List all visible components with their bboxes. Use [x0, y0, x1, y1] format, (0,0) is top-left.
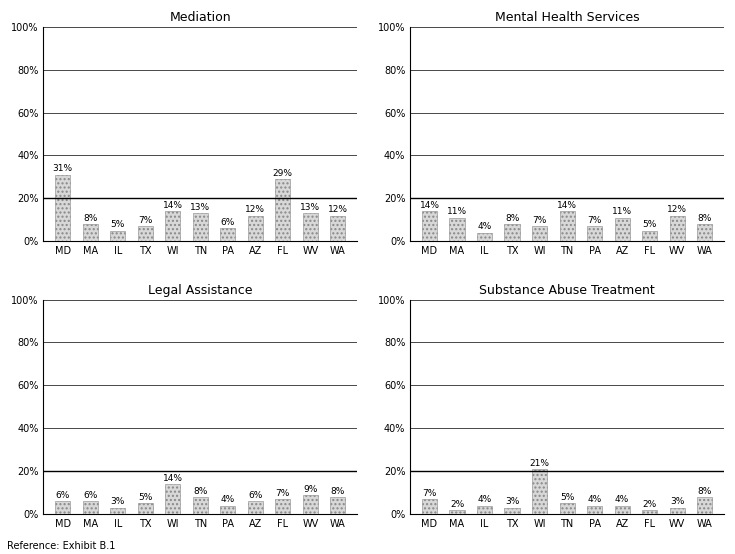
Title: Legal Assistance: Legal Assistance — [148, 284, 253, 297]
Bar — [82, 501, 98, 514]
Text: 4%: 4% — [220, 495, 235, 504]
Text: 8%: 8% — [331, 487, 345, 496]
Bar — [587, 506, 602, 514]
Bar — [504, 224, 520, 242]
Bar — [330, 497, 345, 514]
Text: 7%: 7% — [276, 489, 290, 498]
Bar — [275, 179, 290, 242]
Bar — [220, 228, 235, 242]
Text: 11%: 11% — [447, 207, 467, 217]
Text: 12%: 12% — [245, 206, 265, 214]
Text: 5%: 5% — [110, 220, 125, 229]
Text: 12%: 12% — [667, 206, 687, 214]
Text: 8%: 8% — [698, 214, 711, 223]
Bar — [559, 504, 575, 514]
Text: 4%: 4% — [478, 495, 492, 504]
Title: Mental Health Services: Mental Health Services — [495, 11, 639, 24]
Text: 3%: 3% — [670, 497, 684, 506]
Bar — [697, 224, 712, 242]
Text: 6%: 6% — [56, 491, 70, 500]
Text: 12%: 12% — [328, 206, 348, 214]
Text: 4%: 4% — [615, 495, 629, 504]
Bar — [450, 218, 465, 242]
Bar — [275, 499, 290, 514]
Bar — [165, 484, 180, 514]
Text: 4%: 4% — [478, 223, 492, 232]
Text: 3%: 3% — [110, 497, 125, 506]
Bar — [587, 226, 602, 242]
Text: 11%: 11% — [612, 207, 632, 217]
Text: 5%: 5% — [642, 220, 657, 229]
Bar — [110, 507, 125, 514]
Text: 14%: 14% — [557, 201, 577, 210]
Text: 6%: 6% — [220, 218, 235, 227]
Bar — [450, 510, 465, 514]
Bar — [670, 216, 685, 242]
Bar — [697, 497, 712, 514]
Bar — [614, 506, 630, 514]
Title: Substance Abuse Treatment: Substance Abuse Treatment — [479, 284, 655, 297]
Text: 8%: 8% — [505, 214, 519, 223]
Bar — [82, 224, 98, 242]
Text: 7%: 7% — [587, 216, 602, 225]
Bar — [248, 216, 263, 242]
Text: 13%: 13% — [301, 203, 320, 212]
Bar — [670, 507, 685, 514]
Bar — [422, 499, 437, 514]
Bar — [504, 507, 520, 514]
Bar — [220, 506, 235, 514]
Bar — [193, 497, 208, 514]
Bar — [137, 226, 153, 242]
Text: 31%: 31% — [53, 165, 73, 173]
Bar — [165, 211, 180, 242]
Text: 14%: 14% — [162, 201, 183, 210]
Text: 3%: 3% — [505, 497, 519, 506]
Bar — [137, 504, 153, 514]
Text: 7%: 7% — [532, 216, 547, 225]
Text: 8%: 8% — [83, 214, 98, 223]
Text: 6%: 6% — [83, 491, 98, 500]
Text: 5%: 5% — [560, 493, 574, 502]
Bar — [193, 213, 208, 242]
Bar — [642, 510, 657, 514]
Text: 13%: 13% — [190, 203, 210, 212]
Bar — [248, 501, 263, 514]
Bar — [477, 506, 492, 514]
Bar — [422, 211, 437, 242]
Text: 14%: 14% — [162, 474, 183, 483]
Bar — [330, 216, 345, 242]
Bar — [303, 213, 318, 242]
Text: 4%: 4% — [587, 495, 602, 504]
Bar — [55, 175, 71, 242]
Text: 9%: 9% — [303, 485, 318, 494]
Bar — [532, 469, 547, 514]
Text: Reference: Exhibit B.1: Reference: Exhibit B.1 — [7, 541, 115, 551]
Text: 21%: 21% — [530, 459, 550, 468]
Text: 29%: 29% — [273, 169, 293, 178]
Text: 2%: 2% — [450, 500, 465, 509]
Text: 7%: 7% — [423, 489, 437, 498]
Bar — [614, 218, 630, 242]
Bar — [532, 226, 547, 242]
Bar — [559, 211, 575, 242]
Text: 6%: 6% — [248, 491, 262, 500]
Title: Mediation: Mediation — [170, 11, 231, 24]
Text: 8%: 8% — [698, 487, 711, 496]
Text: 7%: 7% — [138, 216, 152, 225]
Bar — [110, 230, 125, 242]
Bar — [55, 501, 71, 514]
Text: 2%: 2% — [642, 500, 657, 509]
Bar — [642, 230, 657, 242]
Text: 8%: 8% — [193, 487, 207, 496]
Bar — [477, 233, 492, 242]
Text: 14%: 14% — [420, 201, 440, 210]
Bar — [303, 495, 318, 514]
Text: 5%: 5% — [138, 493, 152, 502]
